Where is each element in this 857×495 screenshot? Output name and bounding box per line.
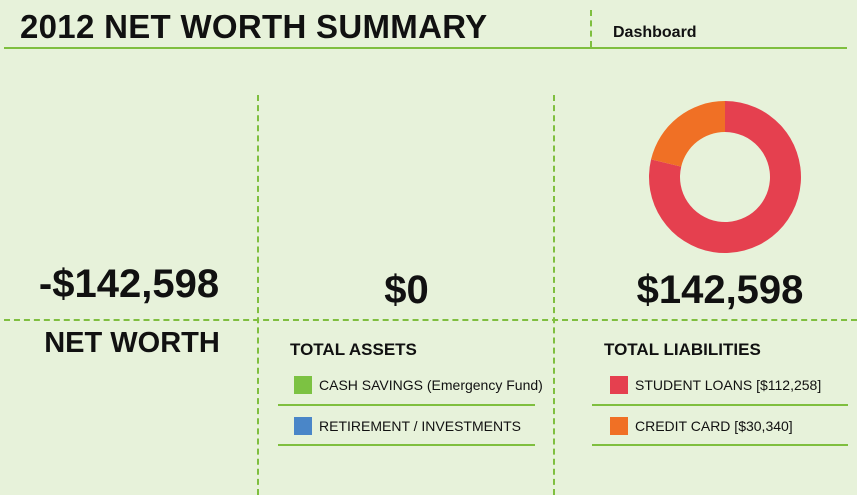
legend-row-rule: [278, 404, 535, 406]
total-assets-value: $0: [384, 268, 429, 312]
total-liabilities-heading: TOTAL LIABILITIES: [604, 340, 761, 359]
legend-label: RETIREMENT / INVESTMENTS: [319, 418, 521, 434]
row-divider: [4, 319, 857, 321]
legend-label: CREDIT CARD [$30,340]: [635, 418, 793, 434]
donut-slice-credit-card: [651, 101, 725, 167]
cash-savings-swatch: [294, 376, 312, 394]
donut-slice-student-loans: [649, 101, 801, 254]
liabilities-donut-chart: [649, 101, 801, 254]
page-title: 2012 NET WORTH SUMMARY: [20, 8, 488, 45]
legend-item-cash-savings: CASH SAVINGS (Emergency Fund): [294, 376, 543, 394]
legend-item-credit-card: CREDIT CARD [$30,340]: [610, 417, 793, 435]
column-divider-2: [553, 95, 555, 495]
legend-row-rule: [592, 404, 848, 406]
legend-item-retirement: RETIREMENT / INVESTMENTS: [294, 417, 521, 435]
credit-card-swatch: [610, 417, 628, 435]
total-liabilities-value: $142,598: [636, 268, 804, 312]
legend-row-rule: [278, 444, 535, 446]
net-worth-value: -$142,598: [38, 262, 220, 306]
student-loans-swatch: [610, 376, 628, 394]
legend-item-student-loans: STUDENT LOANS [$112,258]: [610, 376, 821, 394]
legend-row-rule: [592, 444, 848, 446]
tab-dashboard[interactable]: Dashboard: [613, 24, 697, 41]
title-underline: [4, 47, 847, 49]
legend-label: STUDENT LOANS [$112,258]: [635, 377, 822, 393]
header-divider: [590, 10, 592, 47]
total-assets-heading: TOTAL ASSETS: [290, 340, 417, 359]
retirement-swatch: [294, 417, 312, 435]
net-worth-label: NET WORTH: [44, 327, 220, 359]
column-divider-1: [257, 95, 259, 495]
legend-label: CASH SAVINGS (Emergency Fund): [319, 377, 543, 393]
